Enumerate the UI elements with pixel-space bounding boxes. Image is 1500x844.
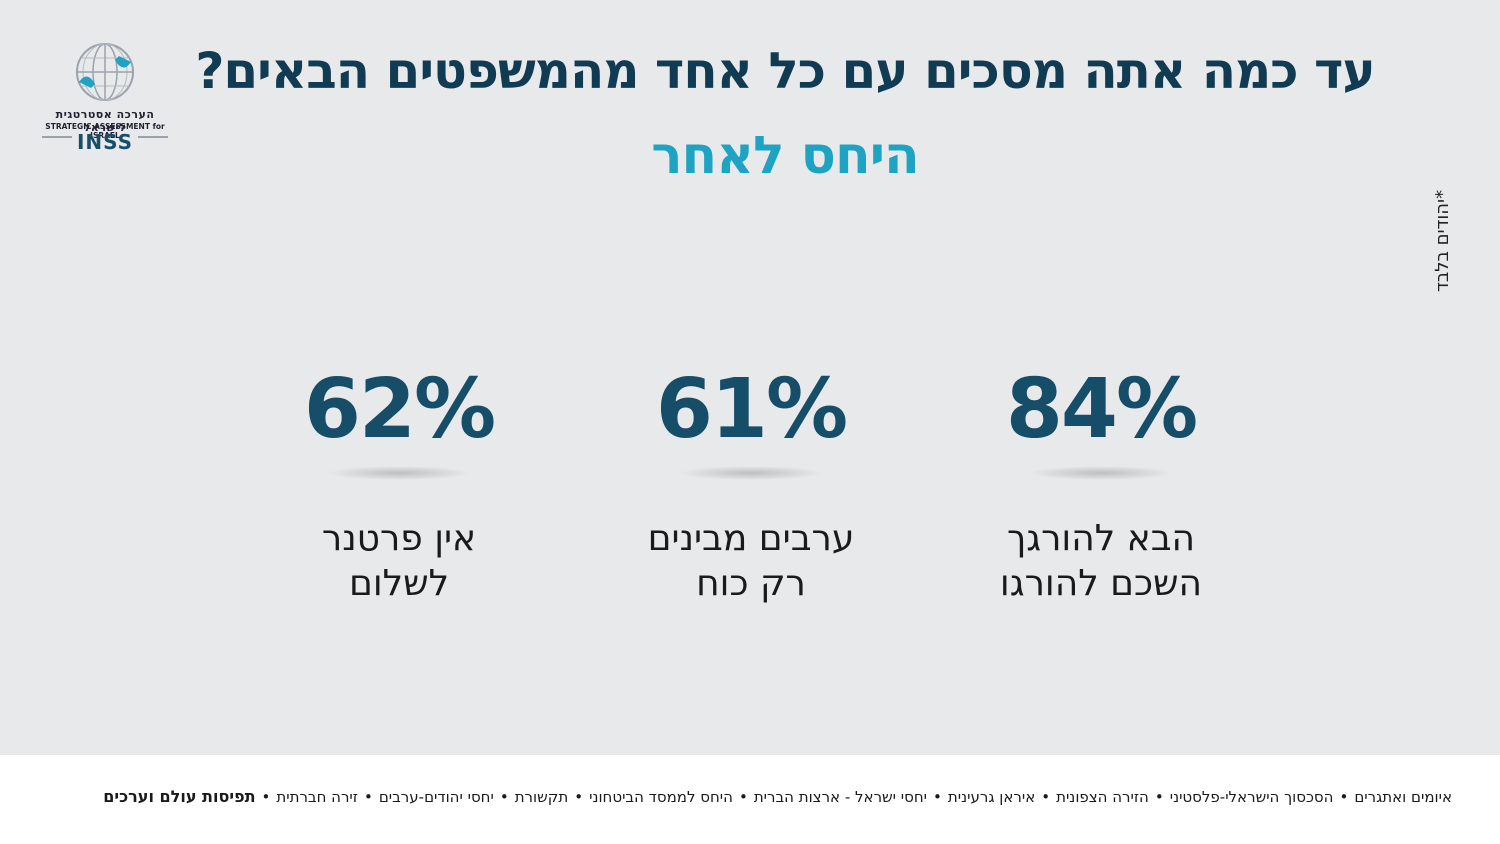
stat-card-3: 62% אין פרטנר לשלום: [249, 360, 549, 606]
footer-topic: יחסי יהודים-ערבים: [378, 788, 494, 806]
side-note: *יהודים בלבד: [1432, 190, 1453, 293]
footer-topic: יחסי ישראל - ארצות הברית: [753, 788, 928, 806]
footer-topic-active: תפיסות עולם וערכים: [103, 787, 256, 806]
globe-icon: [76, 43, 134, 101]
stat-label: אין פרטנר לשלום: [249, 516, 549, 606]
footer-bar: איומים ואתגרים • הסכסוך הישראלי-פלסטיני • הז…: [0, 755, 1500, 844]
footer-topic: איראן גרעינית: [947, 788, 1036, 806]
stat-card-2: 61% ערבים מבינים רק כוח: [601, 360, 901, 606]
footer-topic: תקשורת: [514, 788, 569, 806]
stat-value: 84%: [1005, 362, 1198, 457]
stat-shadow: [1031, 466, 1171, 480]
bullet-icon: •: [738, 788, 748, 806]
bullet-icon: •: [499, 788, 509, 806]
stat-label-line2: רק כוח: [696, 563, 806, 604]
logo-divider-left: [42, 136, 72, 138]
inss-logo: הערכה אסטרטגית לישראל STRATEGIC ASSESSME…: [40, 40, 170, 155]
footer-topic: הסכסוך הישראלי-פלסטיני: [1169, 788, 1334, 806]
bullet-icon: •: [1041, 788, 1051, 806]
bullet-icon: •: [574, 788, 584, 806]
stat-label-line2: לשלום: [348, 563, 450, 604]
logo-divider-right: [138, 136, 168, 138]
bullet-icon: •: [261, 788, 271, 806]
page-title: עד כמה אתה מסכים עם כל אחד מהמשפטים הבאי…: [195, 42, 1375, 100]
page-subtitle: היחס לאחר: [651, 126, 920, 186]
stat-label-line1: ערבים מבינים: [647, 518, 855, 559]
bullet-icon: •: [1154, 788, 1164, 806]
stat-label: הבא להורגך השכם להורגו: [951, 516, 1251, 606]
bullet-icon: •: [1339, 788, 1349, 806]
stat-label-line2: השכם להורגו: [999, 563, 1203, 604]
footer-topic: זירה חברתית: [276, 788, 358, 806]
bullet-icon: •: [933, 788, 942, 806]
logo-english-text: STRATEGIC ASSESSMENT for ISRAEL: [45, 122, 165, 140]
bullet-icon: •: [363, 788, 373, 806]
stat-shadow: [681, 466, 821, 480]
stat-label-line1: אין פרטנר: [321, 518, 477, 559]
stat-value: 62%: [303, 362, 496, 457]
stat-label: ערבים מבינים רק כוח: [601, 516, 901, 606]
stat-shadow: [329, 466, 469, 480]
footer-topics: איומים ואתגרים • הסכסוך הישראלי-פלסטיני • הז…: [103, 787, 1452, 806]
footer-topic: איומים ואתגרים: [1354, 788, 1452, 806]
stat-value: 61%: [655, 362, 848, 457]
footer-topic: הזירה הצפונית: [1056, 788, 1149, 806]
logo-hebrew-text: הערכה אסטרטגית לישראל: [55, 108, 155, 134]
stat-label-line1: הבא להורגך: [1006, 518, 1196, 559]
stat-card-1: 84% הבא להורגך השכם להורגו: [951, 360, 1251, 606]
logo-brand: INSS: [76, 130, 134, 154]
footer-topic: היחס לממסד הביטחוני: [589, 788, 733, 806]
